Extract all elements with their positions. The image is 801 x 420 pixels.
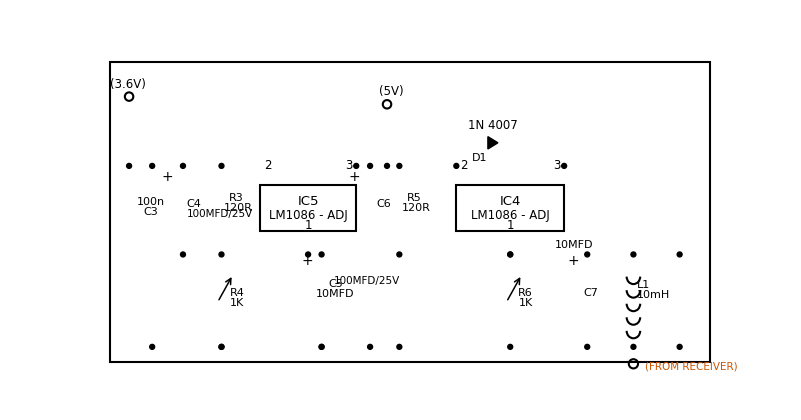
Text: R6: R6 [518, 288, 533, 298]
Text: IC4: IC4 [500, 195, 521, 208]
Circle shape [454, 163, 459, 168]
Circle shape [219, 344, 224, 349]
Text: 10MFD: 10MFD [555, 240, 594, 250]
Text: C6: C6 [376, 200, 392, 210]
Text: LM1086 - ADJ: LM1086 - ADJ [471, 209, 549, 222]
Text: C3: C3 [143, 207, 158, 217]
Text: +: + [162, 170, 173, 184]
Text: L1: L1 [638, 280, 650, 290]
Circle shape [562, 163, 566, 168]
Circle shape [306, 252, 311, 257]
Text: IC5: IC5 [297, 195, 319, 208]
Text: 100n: 100n [137, 197, 165, 207]
Circle shape [508, 252, 513, 257]
Text: C5: C5 [328, 279, 343, 289]
Circle shape [368, 163, 372, 168]
Text: 1K: 1K [518, 298, 533, 308]
Circle shape [180, 252, 186, 257]
Text: 1K: 1K [230, 298, 244, 308]
Circle shape [219, 344, 224, 349]
Text: R5: R5 [407, 193, 421, 203]
Circle shape [219, 163, 224, 168]
Text: LM1086 - ADJ: LM1086 - ADJ [268, 209, 348, 222]
Text: R3: R3 [229, 193, 244, 203]
Bar [457, 185, 564, 231]
Circle shape [180, 163, 186, 168]
Circle shape [677, 344, 682, 349]
Text: +: + [349, 170, 360, 184]
Text: +: + [302, 254, 313, 268]
Circle shape [384, 163, 389, 168]
Circle shape [150, 344, 155, 349]
Text: C4: C4 [187, 200, 202, 210]
Circle shape [631, 252, 636, 257]
Text: (FROM RECEIVER): (FROM RECEIVER) [645, 362, 738, 372]
Text: 1: 1 [304, 219, 312, 232]
Text: 3: 3 [345, 160, 352, 172]
Bar [260, 185, 356, 231]
Circle shape [127, 163, 131, 168]
Text: 100MFD/25V: 100MFD/25V [187, 210, 253, 219]
Circle shape [508, 252, 513, 257]
Circle shape [354, 163, 359, 168]
Circle shape [319, 344, 324, 349]
Polygon shape [488, 136, 498, 149]
Text: 3: 3 [553, 160, 560, 172]
Circle shape [508, 344, 513, 349]
Text: +: + [568, 254, 579, 268]
Circle shape [396, 163, 402, 168]
Circle shape [150, 163, 155, 168]
Text: 120R: 120R [402, 203, 431, 213]
Text: D1: D1 [472, 153, 487, 163]
Text: C7: C7 [584, 288, 598, 298]
Circle shape [319, 252, 324, 257]
Text: 1: 1 [506, 219, 514, 232]
Text: 10MFD: 10MFD [316, 289, 355, 299]
Circle shape [396, 252, 402, 257]
Circle shape [631, 344, 636, 349]
Text: (5V): (5V) [379, 86, 403, 98]
Text: (3.6V): (3.6V) [110, 78, 146, 91]
Circle shape [585, 252, 590, 257]
Circle shape [219, 252, 224, 257]
Circle shape [585, 344, 590, 349]
Text: 120R: 120R [224, 203, 253, 213]
Text: 100MFD/25V: 100MFD/25V [334, 276, 400, 286]
Circle shape [677, 252, 682, 257]
Circle shape [368, 344, 372, 349]
Text: R4: R4 [229, 288, 244, 298]
Text: 1N 4007: 1N 4007 [468, 119, 517, 132]
Text: 10mH: 10mH [638, 290, 670, 300]
Circle shape [396, 344, 402, 349]
Text: 2: 2 [264, 160, 272, 172]
Text: 2: 2 [461, 160, 468, 172]
Circle shape [319, 344, 324, 349]
